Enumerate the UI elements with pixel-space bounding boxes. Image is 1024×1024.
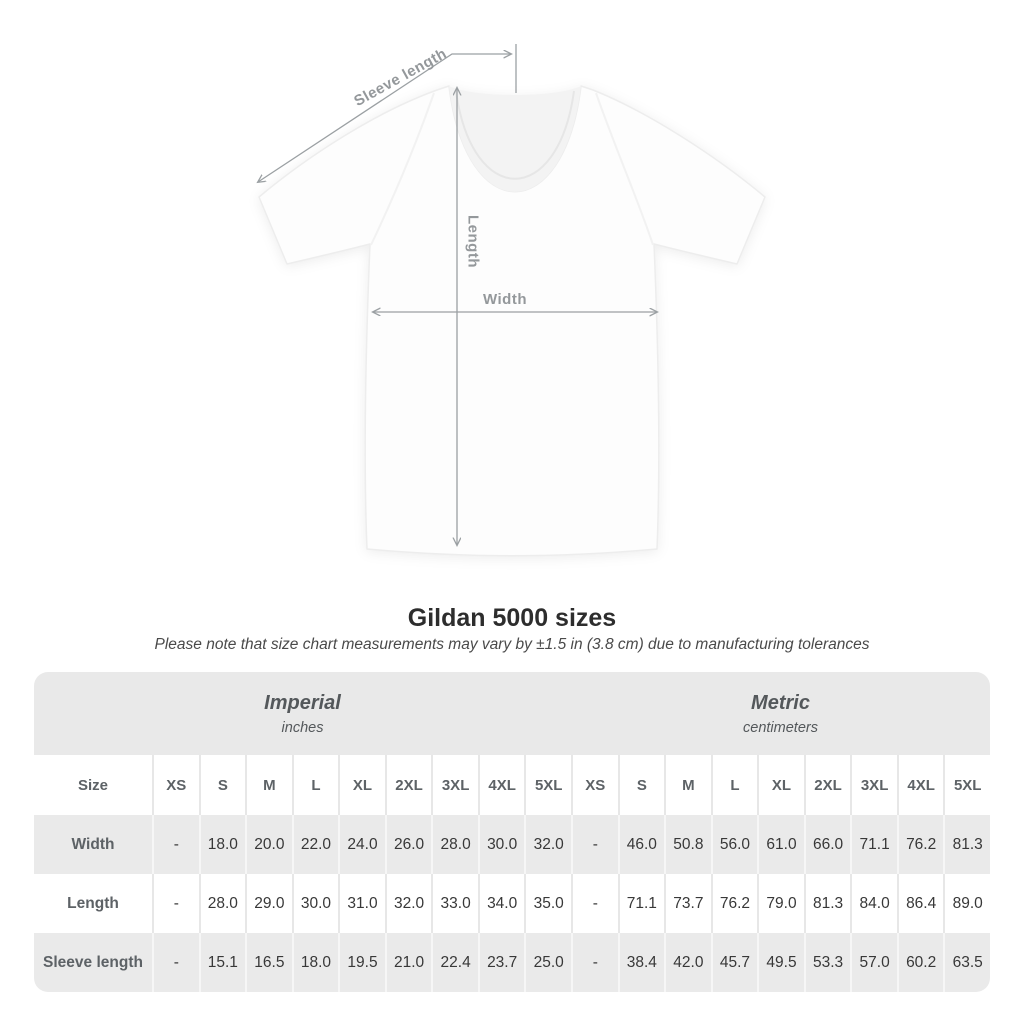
table-cell: 20.0 [245,815,292,874]
size-header-metric-s: S [617,755,665,815]
size-header-imperial-5xl: 5XL [524,755,571,815]
table-cell: 16.5 [245,933,292,992]
tshirt-illustration [258,85,766,557]
length-label: Length [464,215,482,268]
table-cell: 18.0 [198,815,246,874]
table-cell: 50.8 [664,815,711,874]
size-column-header: Size [34,755,152,815]
table-cell: 46.0 [617,815,665,874]
table-cell: 84.0 [850,874,897,933]
table-cell: 53.3 [803,933,851,992]
table-cell: 71.1 [850,815,897,874]
table-cell: 32.0 [524,815,571,874]
table-cell: 45.7 [710,933,758,992]
table-cell: 42.0 [664,933,711,992]
row-label: Length [34,874,152,933]
table-cell: 61.0 [757,815,804,874]
table-cell: 35.0 [524,874,571,933]
table-cell: 57.0 [850,933,897,992]
table-cell: 73.7 [664,874,711,933]
table-cell: 60.2 [896,933,944,992]
table-cell: 81.3 [943,815,990,874]
size-header-metric-3xl: 3XL [850,755,897,815]
size-header-imperial-xs: XS [152,755,199,815]
width-label: Width [482,291,527,308]
table-cell: - [152,815,199,874]
table-cell: 33.0 [431,874,478,933]
table-cell: 66.0 [803,815,851,874]
imperial-group-label: Imperial [264,691,341,714]
table-cell: 18.0 [291,933,339,992]
table-cell: - [152,933,199,992]
table-cell: 22.4 [431,933,478,992]
table-cell: 30.0 [291,874,339,933]
size-header-imperial-m: M [245,755,292,815]
page-title: Gildan 5000 sizes [407,604,617,632]
size-header-imperial-l: L [291,755,339,815]
table-cell: 19.5 [338,933,385,992]
size-chart-table: Imperial inches Metric centimeters Size XS S M L… [34,672,990,992]
imperial-group-header: Imperial inches [34,672,571,755]
size-header-metric-2xl: 2XL [803,755,851,815]
table-cell: - [571,874,618,933]
size-header-metric-m: M [664,755,711,815]
table-cell: 56.0 [710,815,758,874]
imperial-group-unit: inches [281,719,324,736]
table-cell: 15.1 [198,933,246,992]
table-cell: 31.0 [338,874,385,933]
table-cell: 22.0 [291,815,339,874]
table-cell: 23.7 [477,933,525,992]
size-header-imperial-2xl: 2XL [384,755,432,815]
size-header-metric-xs: XS [571,755,618,815]
table-cell: 63.5 [943,933,990,992]
table-cell: 25.0 [524,933,571,992]
size-header-imperial-xl: XL [338,755,385,815]
table-cell: 28.0 [198,874,246,933]
table-cell: 86.4 [896,874,944,933]
table-cell: 21.0 [384,933,432,992]
table-cell: 28.0 [431,815,478,874]
table-cell: 29.0 [245,874,292,933]
tshirt-diagram [0,44,766,557]
size-header-metric-xl: XL [757,755,804,815]
metric-group-unit: centimeters [743,719,818,736]
table-cell: 30.0 [477,815,525,874]
table-cell: 24.0 [338,815,385,874]
table-cell: - [571,933,618,992]
table-cell: 71.1 [617,874,665,933]
table-cell: - [152,874,199,933]
metric-group-header: Metric centimeters [571,672,990,755]
tolerance-note: Please note that size chart measurements… [154,636,870,653]
table-cell: 49.5 [757,933,804,992]
row-label: Sleeve length [34,933,152,992]
table-cell: 38.4 [617,933,665,992]
size-header-imperial-3xl: 3XL [431,755,478,815]
table-cell: 89.0 [943,874,990,933]
size-header-metric-4xl: 4XL [896,755,944,815]
metric-group-label: Metric [751,691,810,714]
table-cell: 81.3 [803,874,851,933]
table-cell: - [571,815,618,874]
row-label: Width [34,815,152,874]
table-cell: 34.0 [477,874,525,933]
size-header-imperial-4xl: 4XL [477,755,525,815]
table-cell: 26.0 [384,815,432,874]
table-cell: 76.2 [896,815,944,874]
table-cell: 32.0 [384,874,432,933]
size-header-metric-l: L [710,755,758,815]
sleeve-length-arrow [258,54,511,182]
size-header-metric-5xl: 5XL [943,755,990,815]
table-cell: 76.2 [710,874,758,933]
table-cell: 79.0 [757,874,804,933]
size-header-imperial-s: S [198,755,246,815]
